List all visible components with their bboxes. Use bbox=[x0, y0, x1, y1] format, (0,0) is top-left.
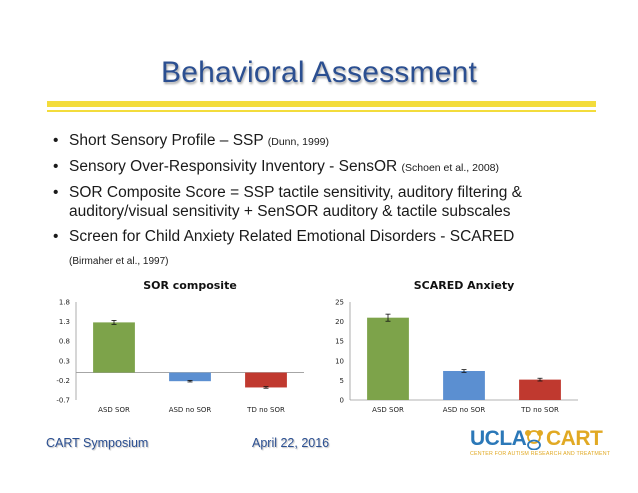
category-label: ASD no SOR bbox=[169, 406, 212, 414]
footer-date: April 22, 2016 bbox=[252, 436, 330, 450]
logo-ucla-text: UCLA bbox=[470, 427, 527, 450]
y-tick-label: 20 bbox=[335, 318, 344, 326]
bullet-glyph: • bbox=[53, 184, 59, 201]
y-tick-label: 0.8 bbox=[59, 338, 70, 346]
category-label: ASD SOR bbox=[372, 406, 404, 414]
y-tick-label: 15 bbox=[335, 338, 344, 346]
chart-title: SOR composite bbox=[143, 279, 237, 292]
y-tick-label: 0.3 bbox=[59, 357, 70, 365]
bullet-text: SOR Composite Score = SSP tactile sensit… bbox=[69, 184, 522, 201]
bar-td-no-sor bbox=[519, 379, 561, 400]
bullet-text: Short Sensory Profile – SSP bbox=[69, 132, 268, 149]
category-label: TD no SOR bbox=[520, 406, 559, 414]
category-label: ASD SOR bbox=[98, 406, 130, 414]
bullet-text-continued: auditory/visual sensitivity + SenSOR aud… bbox=[69, 203, 511, 220]
sor-composite-chart: SOR composite 1.8 1.3 0.8 0.3 -0.2 -0.7 ASD SOR… bbox=[56, 279, 304, 414]
bullet-glyph: • bbox=[53, 158, 59, 175]
bullet-citation: (Dunn, 1999) bbox=[267, 136, 330, 148]
bullet-glyph: • bbox=[53, 228, 59, 245]
bullet-citation: (Schoen et al., 2008) bbox=[401, 162, 499, 174]
bullet-ssp: • Short Sensory Profile – SSP (Dunn, 199… bbox=[50, 131, 610, 152]
chart-title: SCARED Anxiety bbox=[414, 279, 515, 292]
y-tick-label: -0.7 bbox=[56, 397, 70, 405]
bullet-text: Sensory Over-Responsivity Inventory - Se… bbox=[69, 158, 402, 175]
footer-event: CART Symposium bbox=[46, 436, 149, 450]
category-label: ASD no SOR bbox=[443, 406, 486, 414]
bullet-list: • Short Sensory Profile – SSP (Dunn, 199… bbox=[50, 131, 610, 251]
bar-asd-sor bbox=[367, 317, 409, 400]
bullet-sor-composite: • SOR Composite Score = SSP tactile sens… bbox=[50, 183, 610, 221]
teddy-bear-icon bbox=[525, 430, 543, 450]
bullet-sensor: • Sensory Over-Responsivity Inventory - … bbox=[50, 157, 610, 178]
bar-asd-no-sor bbox=[443, 370, 485, 400]
title-underline-thick bbox=[47, 101, 596, 107]
y-tick-label: 1.8 bbox=[59, 299, 70, 307]
y-tick-label: 1.3 bbox=[59, 318, 70, 326]
scared-anxiety-chart: SCARED Anxiety 25 20 15 10 5 0 ASD SOR ASD no SO… bbox=[335, 279, 578, 414]
bar-asd-sor bbox=[93, 322, 135, 373]
y-tick-label: 25 bbox=[335, 299, 344, 307]
logo-tagline: CENTER FOR AUTISM RESEARCH AND TREATMENT bbox=[470, 451, 611, 457]
y-tick-label: 5 bbox=[340, 377, 344, 385]
category-label: TD no SOR bbox=[246, 406, 285, 414]
scared-citation: (Birmaher et al., 1997) bbox=[69, 256, 169, 267]
logo-cart-text: CART bbox=[546, 427, 603, 450]
y-tick-label: 0 bbox=[340, 397, 344, 405]
bullet-scared: • Screen for Child Anxiety Related Emoti… bbox=[50, 227, 610, 246]
bar-td-no-sor bbox=[245, 372, 287, 388]
bullet-glyph: • bbox=[53, 132, 59, 149]
bar-asd-no-sor bbox=[169, 372, 211, 382]
slide-title: Behavioral Assessment bbox=[160, 56, 478, 89]
ucla-cart-logo: UCLA CART CENTER FOR AUTISM RESEARCH AND… bbox=[470, 427, 611, 459]
y-tick-label: -0.2 bbox=[56, 377, 70, 385]
bullet-text: Screen for Child Anxiety Related Emotion… bbox=[69, 228, 515, 245]
y-tick-label: 10 bbox=[335, 357, 344, 365]
title-underline-thin bbox=[47, 110, 596, 112]
